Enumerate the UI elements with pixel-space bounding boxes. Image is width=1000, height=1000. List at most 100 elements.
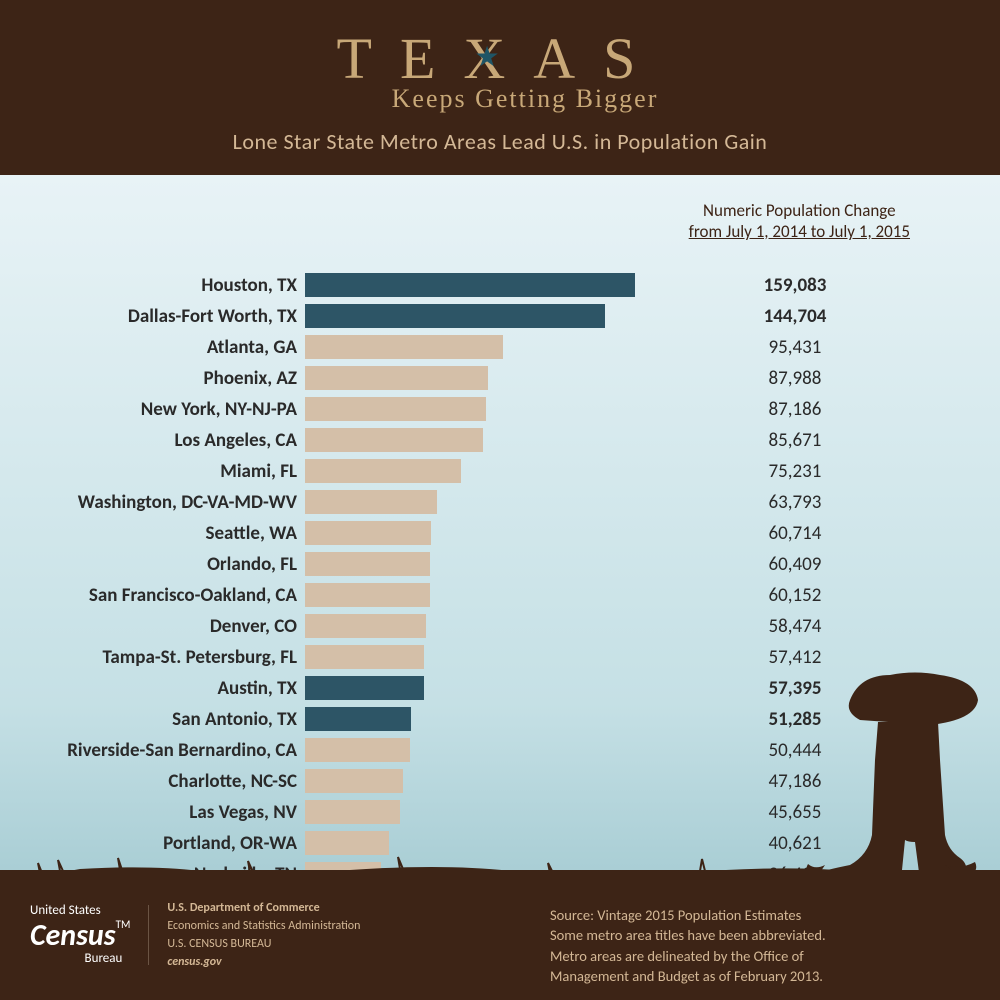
row-label: Tampa-St. Petersburg, FL — [10, 646, 305, 669]
bar — [305, 614, 426, 638]
footer: United States CensusTM Bureau U.S. Depar… — [0, 870, 1000, 1000]
row-label: Charlotte, NC-SC — [10, 770, 305, 793]
chart-row: New York, NY-NJ-PA 87,186 — [10, 394, 940, 424]
bar-container — [305, 490, 655, 514]
row-label: Seattle, WA — [10, 522, 305, 545]
bar — [305, 366, 488, 390]
bar-container — [305, 676, 655, 700]
row-value: 85,671 — [655, 429, 935, 452]
org-line4: census.gov — [167, 953, 360, 971]
source-line2: Some metro area titles have been abbrevi… — [550, 925, 970, 945]
row-label: Atlanta, GA — [10, 336, 305, 359]
bar-container — [305, 335, 655, 359]
row-label: Dallas-Fort Worth, TX — [10, 305, 305, 328]
title-main: TEXAS ★ — [337, 25, 664, 92]
chart-row: Dallas-Fort Worth, TX 144,704 — [10, 301, 940, 331]
bar — [305, 490, 437, 514]
bar-container — [305, 273, 655, 297]
chart-row: Washington, DC-VA-MD-WV63,793 — [10, 487, 940, 517]
row-value: 75,231 — [655, 460, 935, 483]
subtitle-2: Lone Star State Metro Areas Lead U.S. in… — [0, 128, 1000, 155]
bar — [305, 707, 411, 731]
row-label: Phoenix, AZ — [10, 367, 305, 390]
logo-tm: TM — [116, 918, 131, 931]
source-line1: Source: Vintage 2015 Population Estimate… — [550, 905, 970, 925]
bar — [305, 459, 461, 483]
row-value: 144,704 — [655, 305, 935, 328]
source-line3: Metro areas are delineated by the Office… — [550, 946, 970, 966]
bar-container — [305, 645, 655, 669]
census-logo: United States CensusTM Bureau — [30, 904, 130, 966]
row-value: 60,409 — [655, 553, 935, 576]
chart-row: Orlando, FL 60,409 — [10, 549, 940, 579]
source-line4: Management and Budget as of February 201… — [550, 966, 970, 986]
header: TEXAS ★ Keeps Getting Bigger Lone Star S… — [0, 0, 1000, 175]
chart-header-line1: Numeric Population Change — [703, 200, 896, 221]
row-label: San Antonio, TX — [10, 708, 305, 731]
row-value: 58,474 — [655, 615, 935, 638]
org-line3: U.S. CENSUS BUREAU — [167, 935, 360, 953]
bar — [305, 831, 389, 855]
chart-row: Phoenix, AZ 87,988 — [10, 363, 940, 393]
bar-container — [305, 428, 655, 452]
bar-container — [305, 831, 655, 855]
bar — [305, 800, 400, 824]
chart-header: Numeric Population Change from July 1, 2… — [689, 200, 910, 242]
bar — [305, 304, 605, 328]
bar-container — [305, 521, 655, 545]
chart-row: Atlanta, GA95,431 — [10, 332, 940, 362]
bar — [305, 769, 403, 793]
chart-row: Miami, FL 75,231 — [10, 456, 940, 486]
bar — [305, 335, 503, 359]
row-value: 87,988 — [655, 367, 935, 390]
bar-container — [305, 614, 655, 638]
footer-org: U.S. Department of Commerce Economics an… — [167, 899, 360, 971]
bar — [305, 583, 430, 607]
bar-container — [305, 707, 655, 731]
bar-container — [305, 738, 655, 762]
bar-container — [305, 769, 655, 793]
footer-source: Source: Vintage 2015 Population Estimate… — [550, 905, 970, 986]
org-line2: Economics and Statistics Administration — [167, 917, 360, 935]
row-value: 60,152 — [655, 584, 935, 607]
bar — [305, 738, 410, 762]
row-label: Portland, OR-WA — [10, 832, 305, 855]
bar-container — [305, 552, 655, 576]
row-label: Miami, FL — [10, 460, 305, 483]
row-label: San Francisco-Oakland, CA — [10, 584, 305, 607]
bar — [305, 676, 424, 700]
row-value: 159,083 — [655, 274, 935, 297]
bar — [305, 645, 424, 669]
row-label: New York, NY-NJ-PA — [10, 398, 305, 421]
bar — [305, 552, 430, 576]
row-value: 87,186 — [655, 398, 935, 421]
org-line1: U.S. Department of Commerce — [167, 899, 360, 917]
row-value: 60,714 — [655, 522, 935, 545]
bar-container — [305, 304, 655, 328]
chart-row: Denver, CO 58,474 — [10, 611, 940, 641]
row-value: 63,793 — [655, 491, 935, 514]
row-label: Austin, TX — [10, 677, 305, 700]
logo-bottom: Bureau — [30, 952, 130, 966]
chart-header-line2: from July 1, 2014 to July 1, 2015 — [689, 221, 910, 242]
chart-row: Seattle, WA 60,714 — [10, 518, 940, 548]
chart-row: Los Angeles, CA85,671 — [10, 425, 940, 455]
row-label: Riverside-San Bernardino, CA — [10, 739, 305, 762]
bar-container — [305, 366, 655, 390]
bar — [305, 397, 486, 421]
star-icon: ★ — [474, 40, 527, 74]
footer-divider — [148, 905, 149, 965]
bar-container — [305, 583, 655, 607]
chart-row: Houston, TX 159,083 — [10, 270, 940, 300]
bar-container — [305, 397, 655, 421]
row-label: Houston, TX — [10, 274, 305, 297]
bar — [305, 273, 635, 297]
bar-container — [305, 459, 655, 483]
logo-main: Census — [30, 917, 116, 954]
cowboy-boot-silhouette — [800, 670, 1000, 880]
bar — [305, 428, 483, 452]
bar — [305, 521, 431, 545]
row-label: Denver, CO — [10, 615, 305, 638]
row-label: Las Vegas, NV — [10, 801, 305, 824]
row-label: Orlando, FL — [10, 553, 305, 576]
